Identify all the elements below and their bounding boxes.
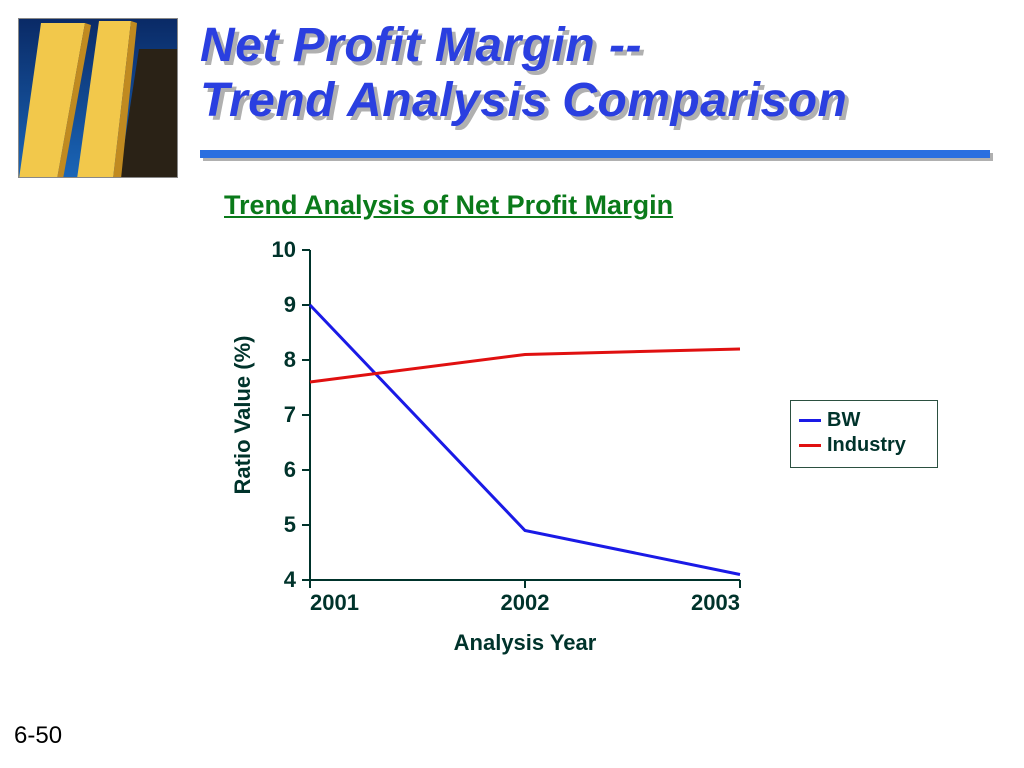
- legend-label: Industry: [827, 434, 906, 457]
- header-image: [18, 18, 178, 178]
- legend: BWIndustry: [790, 400, 938, 468]
- x-tick-label: 2001: [310, 590, 359, 615]
- legend-item: BW: [799, 409, 929, 432]
- y-tick-label: 6: [284, 457, 296, 482]
- x-axis-label: Analysis Year: [454, 630, 597, 655]
- series-line: [310, 349, 740, 382]
- x-tick-label: 2002: [501, 590, 550, 615]
- page-number: 6-50: [14, 722, 62, 750]
- y-tick-label: 9: [284, 292, 296, 317]
- slide-title-text: Net Profit Margin -- Trend Analysis Comp…: [200, 18, 1000, 128]
- slide-title: Net Profit Margin -- Trend Analysis Comp…: [200, 18, 1000, 128]
- y-tick-label: 7: [284, 402, 296, 427]
- legend-swatch: [799, 444, 821, 447]
- y-tick-label: 10: [272, 240, 296, 262]
- series-line: [310, 305, 740, 575]
- legend-swatch: [799, 419, 821, 422]
- legend-label: BW: [827, 409, 860, 432]
- y-tick-label: 5: [284, 512, 296, 537]
- y-tick-label: 8: [284, 347, 296, 372]
- y-axis-label: Ratio Value (%): [230, 336, 255, 495]
- line-chart: 4 5 6 7 8 9 10 2001 2002 2003 Analysis Year Ratio V…: [220, 240, 780, 660]
- x-tick-label: 2003: [691, 590, 740, 615]
- chart-title: Trend Analysis of Net Profit Margin: [224, 190, 673, 221]
- title-underline: [200, 150, 990, 158]
- legend-item: Industry: [799, 434, 929, 457]
- slide: Net Profit Margin -- Trend Analysis Comp…: [0, 0, 1024, 768]
- y-tick-label: 4: [284, 567, 297, 592]
